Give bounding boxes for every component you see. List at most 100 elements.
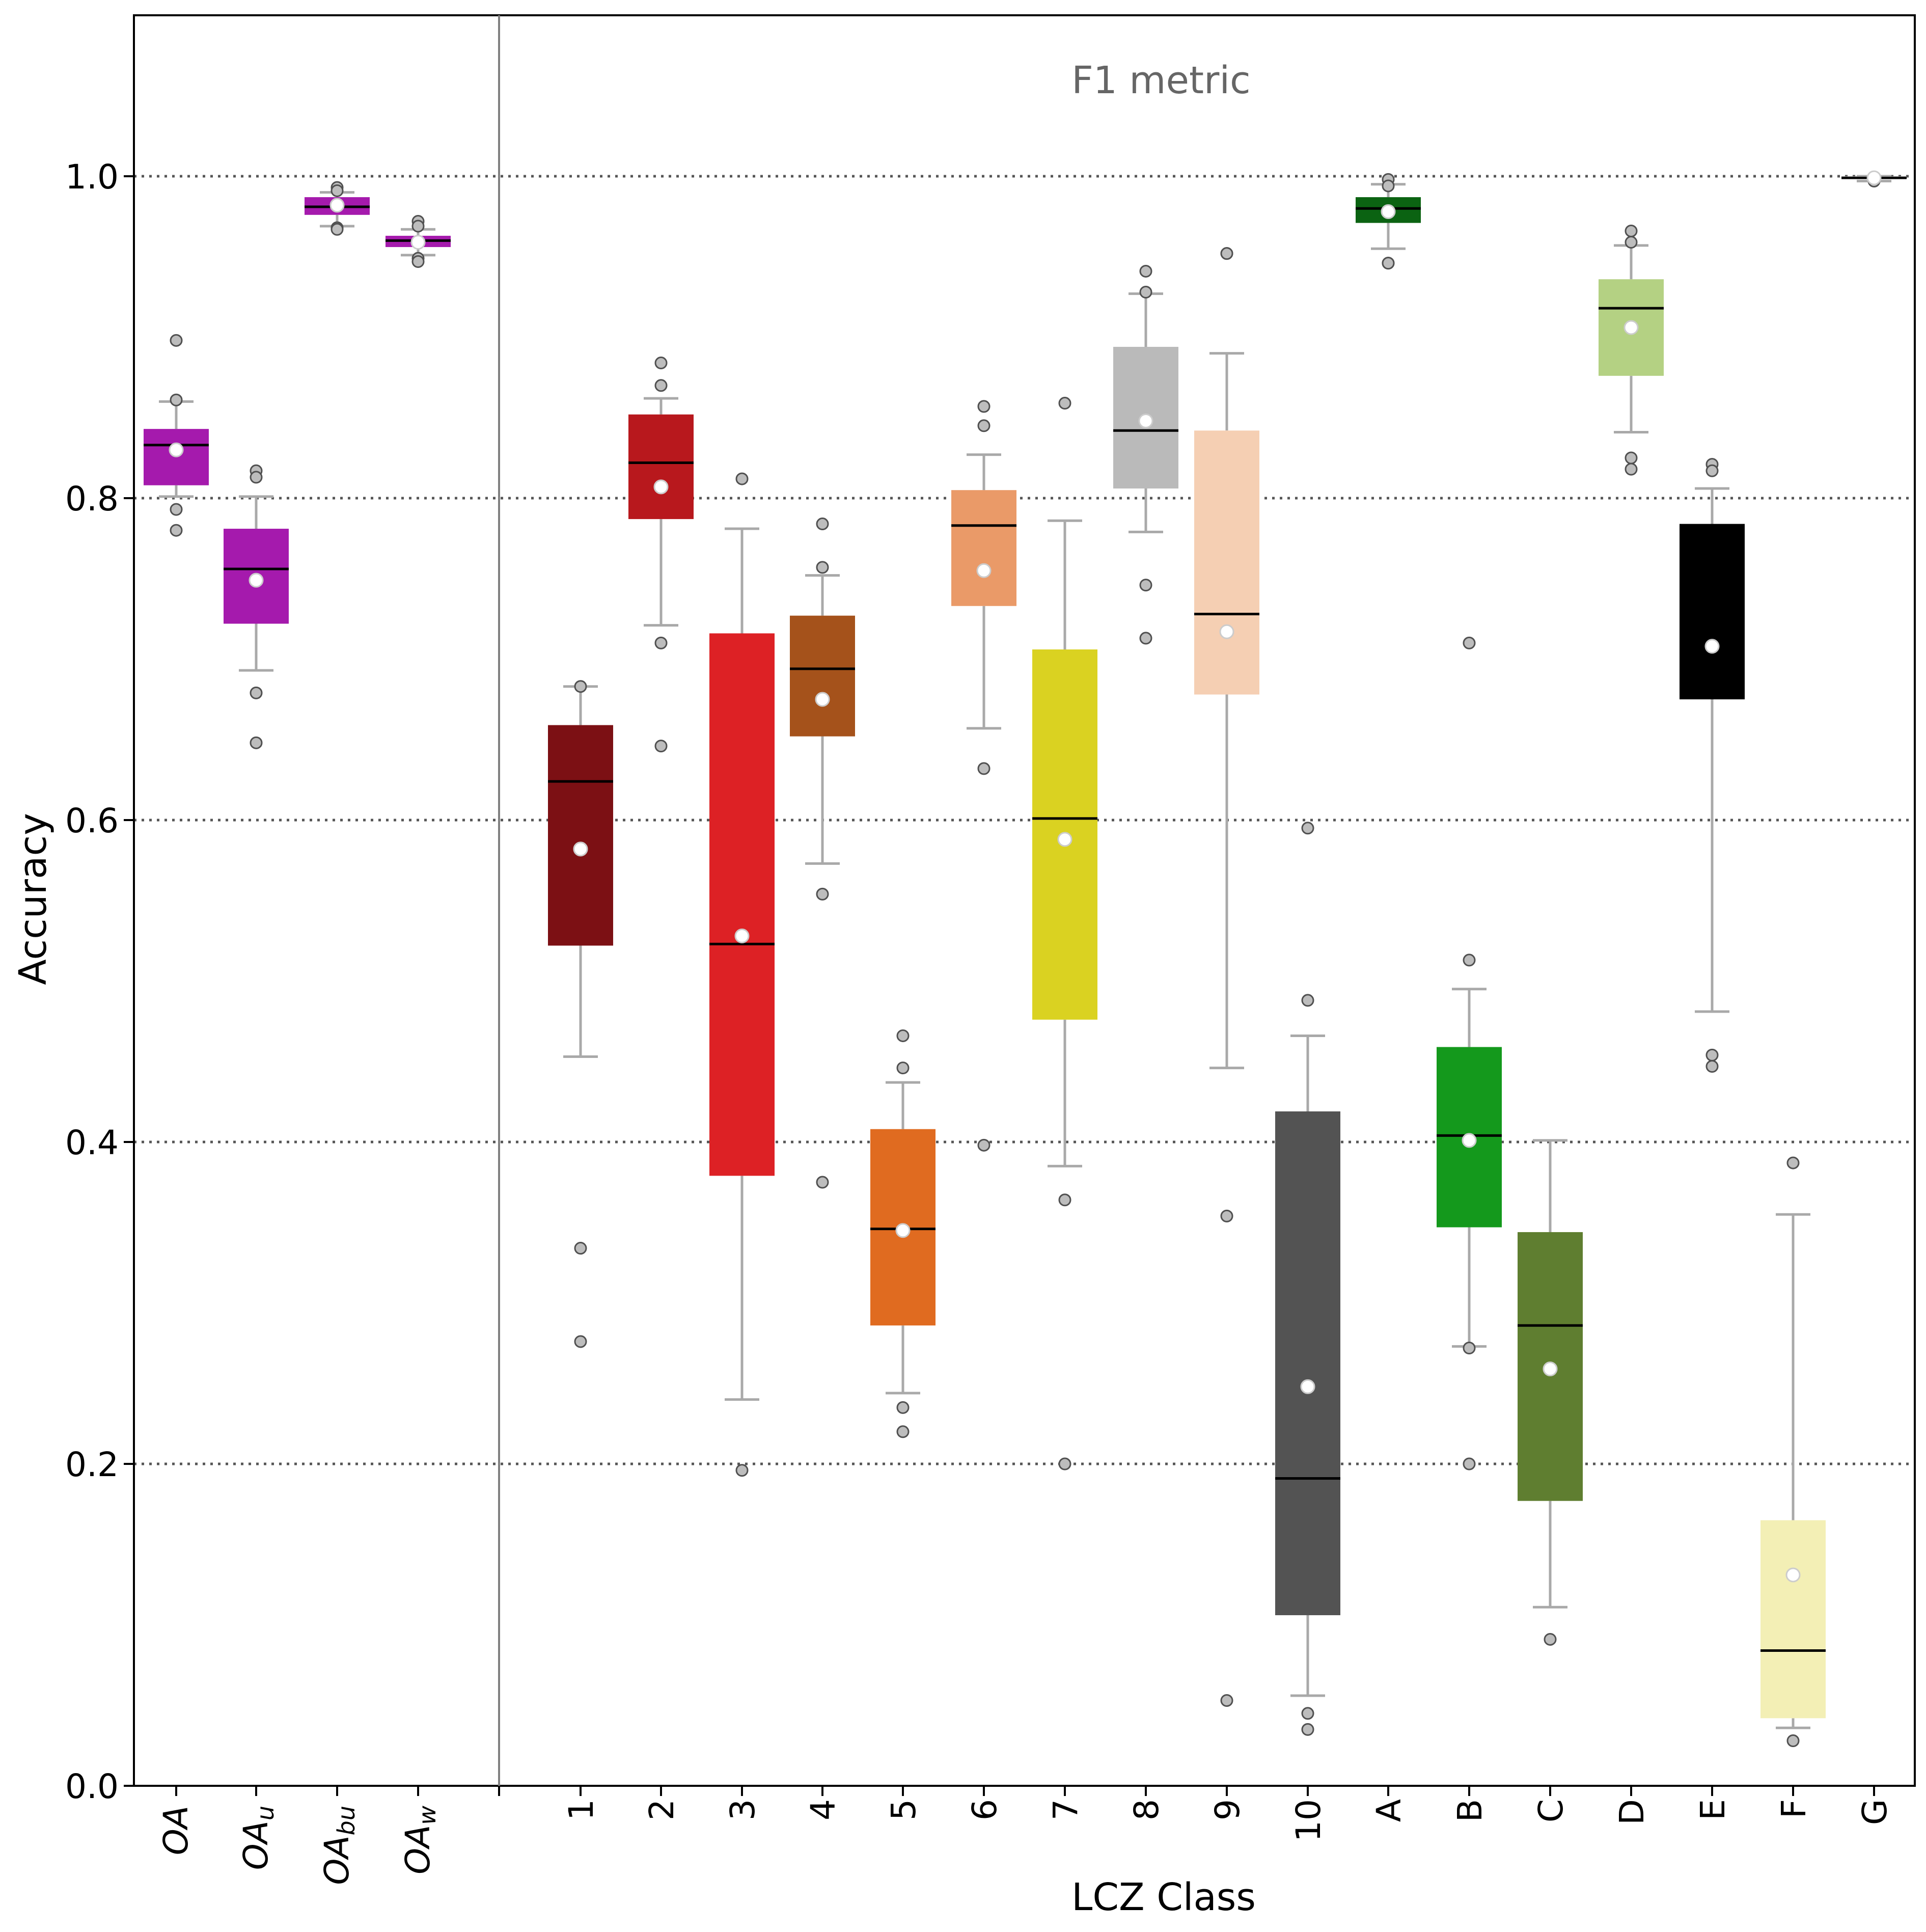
outlier-point [250, 471, 263, 484]
outlier-point [977, 400, 990, 413]
mean-marker [410, 235, 426, 250]
outlier-point [250, 736, 263, 749]
mean-marker [1785, 1567, 1801, 1583]
box-body[interactable] [709, 633, 775, 1176]
box-lcz-6[interactable] [951, 400, 1016, 1152]
box-body[interactable] [1680, 524, 1745, 699]
box-lcz-E[interactable] [1680, 458, 1745, 1073]
outlier-point [1058, 397, 1071, 410]
outlier-point [1139, 579, 1152, 592]
outlier-point [1301, 822, 1314, 835]
y-tick-label: 0.2 [65, 1445, 119, 1484]
chart-title: F1 metric [1071, 59, 1250, 102]
outlier-point [1220, 1209, 1233, 1222]
box-oa-all[interactable] [144, 334, 209, 537]
outlier-point [1463, 1457, 1476, 1471]
outlier-point [170, 524, 183, 537]
box-body[interactable] [628, 414, 694, 520]
mean-marker [1462, 1133, 1477, 1148]
outlier-point [170, 334, 183, 347]
box-body[interactable] [548, 725, 613, 946]
box-lcz-C[interactable] [1518, 1139, 1583, 1646]
box-lcz-3[interactable] [709, 472, 775, 1477]
x-tick-label-lcz: D [1612, 1799, 1652, 1825]
outlier-point [654, 636, 668, 649]
box-lcz-B[interactable] [1437, 636, 1502, 1471]
box-oa-u[interactable] [224, 464, 289, 749]
mean-marker [734, 929, 750, 944]
outlier-point [170, 393, 183, 406]
y-tick-label: 0.4 [65, 1123, 119, 1162]
outlier-point [1544, 1632, 1557, 1646]
box-series [144, 170, 1907, 1748]
box-lcz-1[interactable] [548, 680, 613, 1348]
outlier-point [1625, 236, 1638, 249]
outlier-point [411, 220, 425, 233]
outlier-point [896, 1425, 910, 1438]
outlier-point [250, 686, 263, 699]
outlier-point [1382, 257, 1395, 270]
x-tick-label-lcz: 10 [1289, 1799, 1328, 1842]
x-tick-label-lcz: F [1774, 1799, 1813, 1818]
outlier-point [654, 379, 668, 392]
y-tick-label: 1.0 [65, 157, 119, 197]
outlier-point [1463, 636, 1476, 649]
outlier-point [1705, 464, 1719, 477]
outlier-point [735, 472, 749, 485]
box-body[interactable] [1275, 1111, 1340, 1616]
box-oa-w[interactable] [386, 214, 451, 268]
outlier-point [896, 1029, 910, 1042]
outlier-point [977, 419, 990, 432]
y-tick-label: 0.8 [65, 479, 119, 519]
outlier-point [1301, 994, 1314, 1007]
box-lcz-D[interactable] [1599, 224, 1664, 476]
box-lcz-10[interactable] [1275, 822, 1340, 1736]
box-lcz-7[interactable] [1032, 397, 1097, 1471]
mean-marker [1219, 624, 1234, 639]
mean-marker [1057, 832, 1072, 847]
box-lcz-4[interactable] [790, 518, 855, 1189]
y-tick-label: 0.0 [65, 1767, 119, 1806]
box-lcz-F[interactable] [1760, 1156, 1826, 1748]
box-lcz-5[interactable] [870, 1029, 936, 1438]
box-lcz-G[interactable] [1841, 170, 1907, 187]
outlier-point [411, 255, 425, 268]
mean-marker [329, 198, 345, 213]
mean-marker [1704, 639, 1720, 654]
outlier-point [574, 680, 587, 693]
mean-marker [653, 479, 669, 495]
y-axis-label: Accuracy [11, 813, 55, 985]
box-lcz-A[interactable] [1356, 173, 1421, 270]
mean-marker [1543, 1362, 1558, 1377]
box-body[interactable] [1760, 1520, 1826, 1719]
x-tick-label-lcz: 9 [1208, 1799, 1247, 1820]
box-lcz-9[interactable] [1194, 247, 1259, 1707]
outlier-point [331, 223, 344, 236]
x-tick-label-lcz: C [1531, 1799, 1571, 1822]
box-lcz-8[interactable] [1113, 264, 1178, 645]
outlier-point [1705, 1059, 1719, 1073]
outlier-point [1301, 1707, 1314, 1720]
x-tick-label-lcz: 1 [562, 1799, 601, 1820]
box-lcz-2[interactable] [628, 357, 694, 753]
outlier-point [816, 887, 829, 901]
mean-marker [895, 1223, 911, 1238]
mean-marker [1381, 204, 1396, 220]
x-tick-label-lcz: G [1855, 1799, 1894, 1825]
mean-marker [815, 692, 830, 707]
outlier-point [1220, 247, 1233, 260]
outlier-point [654, 740, 668, 753]
box-body[interactable] [1194, 430, 1259, 695]
grid-lines [134, 175, 1915, 1465]
outlier-point [896, 1062, 910, 1075]
outlier-point [1139, 286, 1152, 299]
outlier-point [574, 1335, 587, 1348]
box-body[interactable] [790, 615, 855, 737]
box-oa-bu[interactable] [305, 181, 370, 236]
outlier-point [816, 561, 829, 574]
box-body[interactable] [951, 490, 1016, 606]
x-tick-label-lcz: 2 [642, 1799, 681, 1820]
x-tick-label-lcz: 8 [1127, 1799, 1166, 1820]
x-tick-label-lcz: B [1450, 1799, 1490, 1822]
